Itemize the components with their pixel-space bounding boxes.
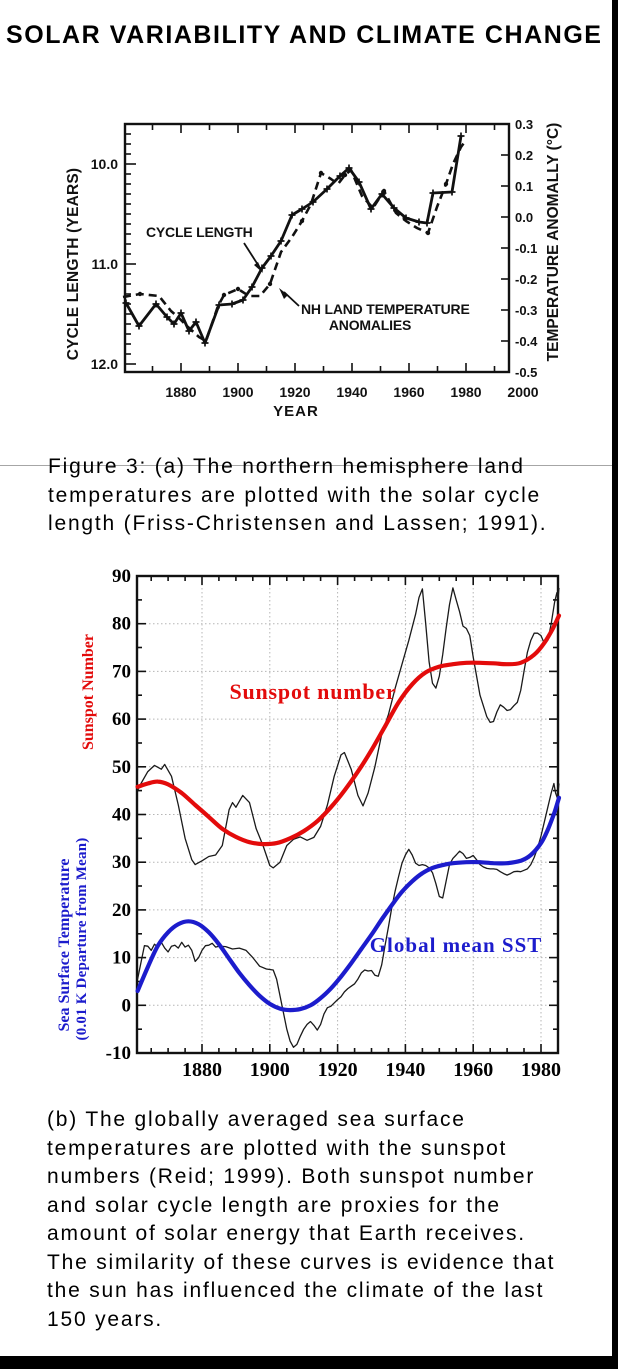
svg-text:11.0: 11.0	[92, 256, 119, 272]
svg-text:1940: 1940	[336, 384, 367, 400]
svg-text:50: 50	[112, 757, 131, 778]
svg-text:-0.3: -0.3	[515, 303, 537, 318]
svg-text:1980: 1980	[450, 384, 481, 400]
svg-text:0.2: 0.2	[515, 148, 533, 163]
svg-text:70: 70	[112, 661, 131, 682]
svg-text:1960: 1960	[393, 384, 424, 400]
svg-text:10: 10	[112, 948, 131, 969]
svg-text:0.0: 0.0	[515, 210, 533, 225]
svg-text:Sunspot number: Sunspot number	[229, 679, 396, 704]
svg-text:10.0: 10.0	[91, 156, 118, 172]
svg-text:NH LAND TEMPERATURE: NH LAND TEMPERATURE	[301, 301, 470, 317]
svg-text:0.1: 0.1	[515, 179, 533, 194]
svg-text:30: 30	[112, 852, 131, 873]
svg-text:20: 20	[112, 900, 131, 921]
svg-text:1980: 1980	[521, 1059, 561, 1081]
svg-text:1940: 1940	[385, 1059, 425, 1081]
svg-text:1900: 1900	[222, 384, 253, 400]
svg-text:CYCLE LENGTH: CYCLE LENGTH	[146, 224, 253, 240]
svg-text:2000: 2000	[507, 384, 538, 400]
svg-text:-0.1: -0.1	[515, 241, 537, 256]
svg-text:90: 90	[112, 566, 131, 587]
svg-text:1920: 1920	[279, 384, 310, 400]
svg-text:1960: 1960	[453, 1059, 493, 1081]
svg-text:Sunspot Number: Sunspot Number	[80, 634, 97, 750]
svg-text:1920: 1920	[318, 1059, 358, 1081]
svg-text:YEAR: YEAR	[273, 403, 319, 420]
svg-text:12.0: 12.0	[91, 356, 118, 372]
svg-text:60: 60	[112, 709, 131, 730]
svg-text:1880: 1880	[182, 1059, 222, 1081]
svg-text:ANOMALIES: ANOMALIES	[329, 317, 411, 333]
svg-text:-10: -10	[106, 1043, 131, 1064]
svg-text:TEMPERATURE ANOMALLY (°C): TEMPERATURE ANOMALLY (°C)	[545, 123, 562, 362]
svg-text:40: 40	[112, 805, 131, 826]
svg-text:(0.01 K Departure from Mean): (0.01 K Departure from Mean)	[74, 838, 90, 1041]
svg-text:Sea Surface Temperature: Sea Surface Temperature	[56, 858, 73, 1031]
svg-text:1880: 1880	[165, 384, 196, 400]
svg-text:CYCLE LENGTH (YEARS): CYCLE LENGTH (YEARS)	[65, 168, 82, 361]
svg-text:-0.2: -0.2	[515, 272, 537, 287]
svg-text:0: 0	[122, 995, 132, 1016]
svg-text:0.3: 0.3	[515, 117, 533, 132]
svg-text:1900: 1900	[250, 1059, 290, 1081]
svg-text:-0.5: -0.5	[515, 365, 537, 380]
svg-text:Global mean SST: Global mean SST	[370, 933, 543, 957]
svg-text:80: 80	[112, 614, 131, 635]
svg-text:-0.4: -0.4	[515, 334, 538, 349]
